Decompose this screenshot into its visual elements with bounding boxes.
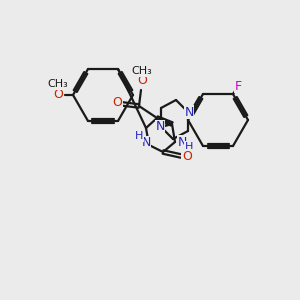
Text: O: O [112, 97, 122, 110]
Text: O: O [53, 88, 63, 100]
Text: H: H [135, 131, 143, 141]
Text: O: O [137, 74, 147, 86]
Text: CH₃: CH₃ [48, 79, 68, 89]
Text: N: N [177, 136, 187, 148]
Text: CH₃: CH₃ [132, 66, 152, 76]
Text: N: N [155, 121, 165, 134]
Text: F: F [234, 80, 242, 92]
Text: O: O [182, 149, 192, 163]
Text: H: H [185, 142, 193, 152]
Text: N: N [141, 136, 151, 149]
Text: N: N [184, 106, 194, 118]
